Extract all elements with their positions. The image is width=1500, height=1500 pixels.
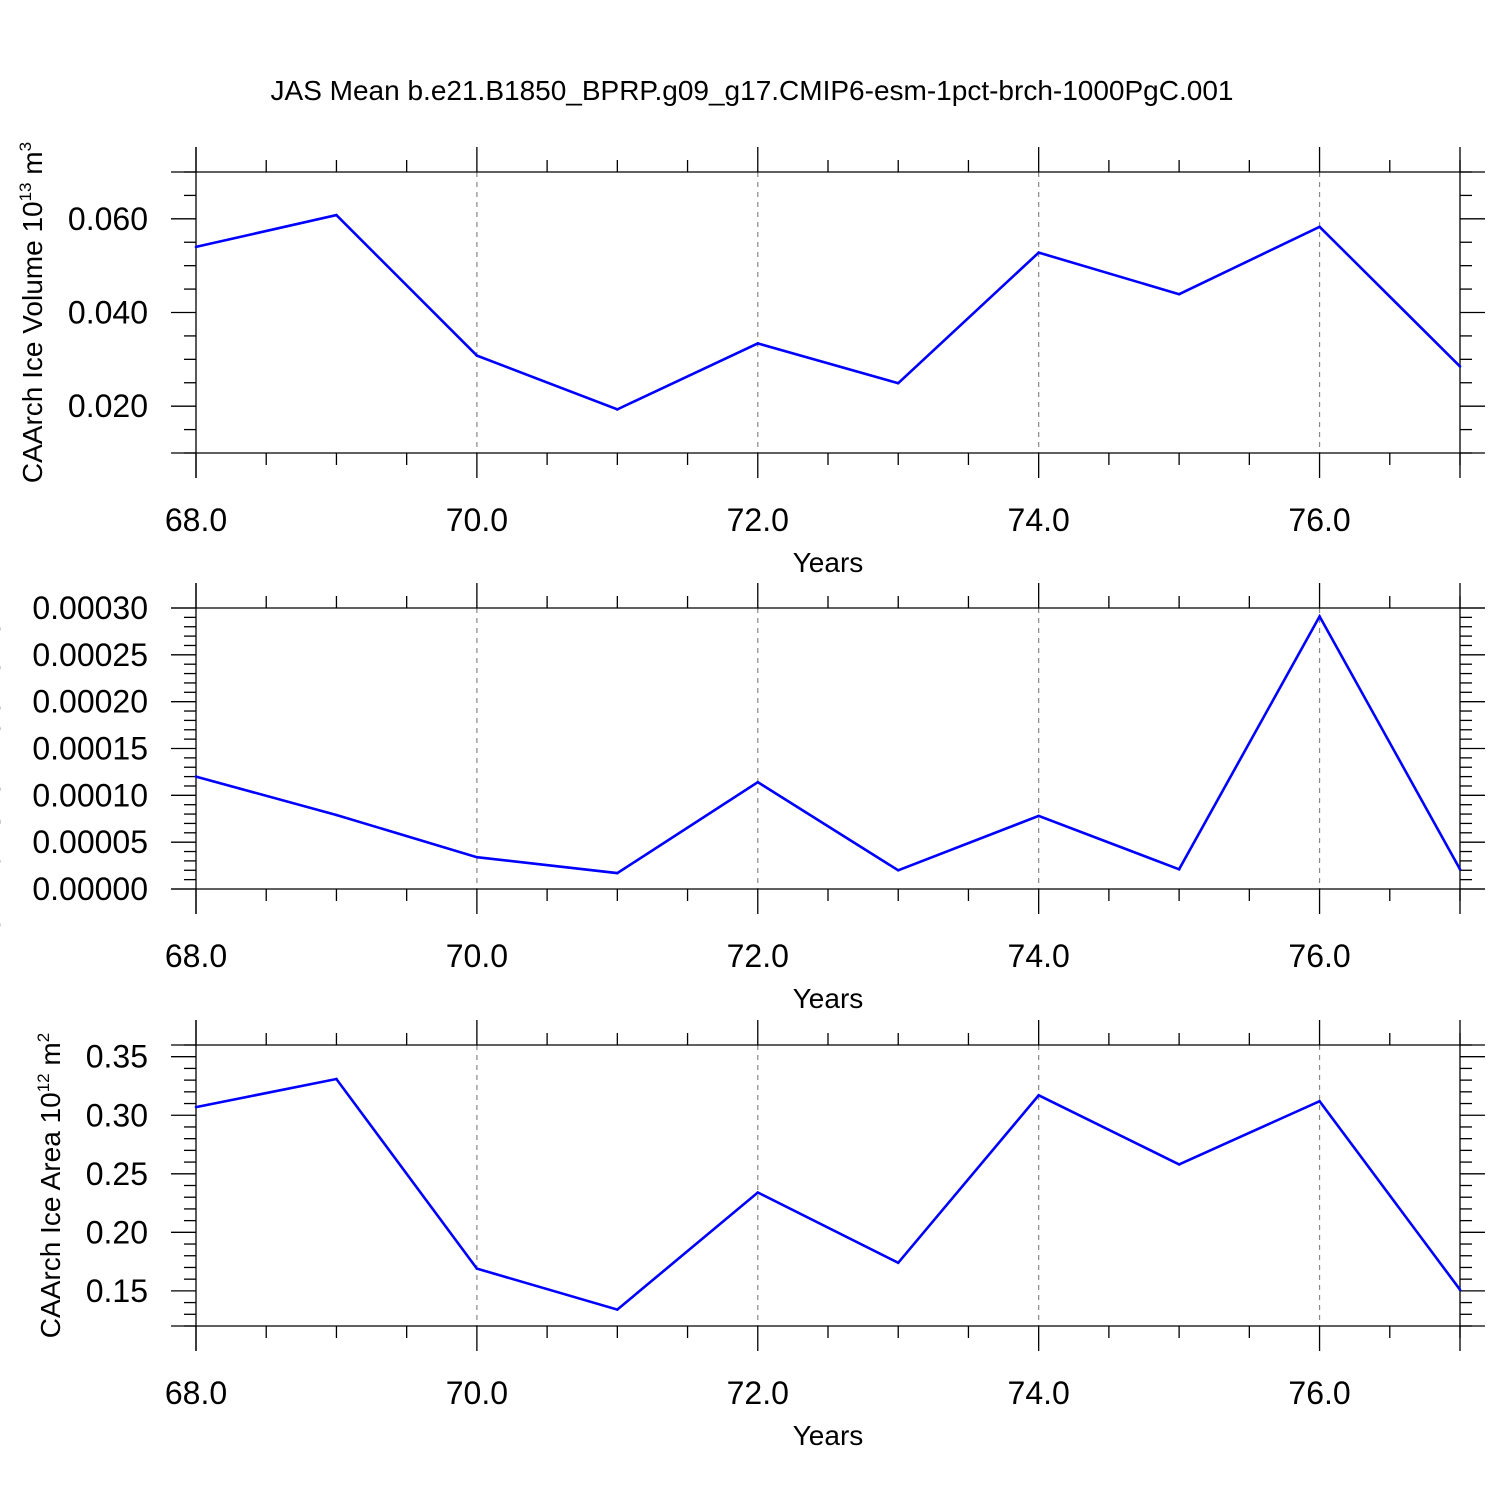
data-point — [896, 1261, 900, 1265]
y-tick-label: 0.00010 — [32, 777, 148, 813]
data-point — [1177, 292, 1181, 296]
y-axis-label-exponent: 13 — [16, 182, 35, 201]
y-tick-label: 0.00020 — [32, 684, 148, 720]
data-point — [1037, 814, 1040, 818]
data-point — [756, 342, 760, 345]
data-point — [1037, 251, 1040, 254]
x-axis-label: Years — [793, 547, 864, 578]
chart-panel-1: 68.0 70.0 72.0 74.0 76.0 0.020 0.040 0.060 Years… — [16, 142, 1485, 578]
y-axis-label: CAArch Ice Volume 1013 m3 — [16, 142, 48, 483]
x-tick-label: 76.0 — [1288, 938, 1350, 974]
data-point — [1318, 225, 1321, 229]
x-tick-label: 74.0 — [1008, 938, 1070, 974]
chart-panel-2: 68.0 70.0 72.0 74.0 76.0 0.00000 0.00005 0.0001… — [0, 562, 1485, 1014]
x-tick-label: 74.0 — [1008, 502, 1070, 538]
figure-title: JAS Mean b.e21.B1850_BPRP.g09_g17.CMIP6-… — [271, 75, 1234, 106]
data-point — [335, 1077, 338, 1081]
data-series-line — [195, 613, 1462, 875]
y-tick-label: 0.25 — [86, 1156, 148, 1192]
x-tick-label: 70.0 — [446, 502, 508, 538]
chart-panel-3: 68.0 70.0 72.0 74.0 76.0 0.15 0.20 0.25 0.30 0.35… — [34, 1020, 1485, 1451]
data-point — [756, 1191, 760, 1194]
y-tick-label: 0.040 — [68, 295, 148, 331]
chart-panels: 68.0 70.0 72.0 74.0 76.0 0.020 0.040 0.060 Years… — [0, 142, 1485, 1451]
y-tick-label: 0.00005 — [32, 824, 148, 860]
x-tick-label: 72.0 — [727, 502, 789, 538]
data-point — [616, 408, 619, 411]
y-axis-label-text: CAArch Snow Volume 10 — [0, 621, 6, 935]
data-point — [1318, 615, 1321, 618]
data-point — [1458, 868, 1462, 871]
data-point — [1458, 1288, 1462, 1292]
y-tick-label: 0.020 — [68, 388, 148, 424]
y-axis-label-unit-exponent: 3 — [16, 142, 35, 151]
y-axis-label-exponent: 12 — [34, 1073, 53, 1092]
x-tick-label: 68.0 — [165, 502, 227, 538]
y-tick-label: 0.060 — [68, 201, 148, 237]
data-point — [335, 213, 338, 217]
data-point — [194, 775, 198, 778]
y-axis-label: CAArch Snow Volume 1013 m3 — [0, 562, 6, 936]
y-tick-label: 0.00030 — [32, 590, 148, 626]
y-axis-label-unit: m — [0, 571, 6, 602]
data-point — [616, 1308, 619, 1311]
data-point — [756, 780, 760, 784]
data-series-line — [195, 213, 1461, 411]
data-series-line — [195, 1077, 1462, 1312]
data-point — [1177, 868, 1181, 871]
x-tick-label: 76.0 — [1288, 1375, 1350, 1411]
data-point — [896, 868, 900, 872]
y-axis-label: CAArch Ice Area 1012 m2 — [34, 1033, 66, 1338]
data-point — [194, 1105, 198, 1109]
data-point — [335, 813, 338, 817]
data-point — [1318, 1099, 1321, 1103]
x-tick-label: 70.0 — [446, 1375, 508, 1411]
y-axis-label-unit: m — [17, 151, 48, 182]
data-point — [896, 381, 900, 385]
data-point — [1458, 365, 1462, 368]
y-tick-label: 0.00000 — [32, 871, 148, 907]
data-point — [1177, 1163, 1181, 1166]
x-tick-label: 72.0 — [727, 1375, 789, 1411]
y-axis-label-text: CAArch Ice Area 10 — [35, 1092, 66, 1338]
y-axis-label-unit-exponent: 2 — [34, 1033, 53, 1042]
data-point — [475, 1267, 479, 1270]
x-tick-label: 68.0 — [165, 1375, 227, 1411]
x-tick-label: 70.0 — [446, 938, 508, 974]
data-point — [475, 354, 479, 357]
y-tick-label: 0.30 — [86, 1097, 148, 1133]
x-tick-label: 76.0 — [1288, 502, 1350, 538]
x-tick-label: 74.0 — [1008, 1375, 1070, 1411]
data-point — [1037, 1094, 1040, 1097]
data-point — [475, 855, 479, 859]
x-axis-label: Years — [793, 1420, 864, 1451]
y-tick-label: 0.15 — [86, 1273, 148, 1309]
data-point — [616, 871, 619, 875]
y-tick-label: 0.35 — [86, 1039, 148, 1075]
x-tick-label: 68.0 — [165, 938, 227, 974]
y-tick-label: 0.00025 — [32, 637, 148, 673]
x-tick-label: 72.0 — [727, 938, 789, 974]
y-tick-label: 0.00015 — [32, 731, 148, 767]
x-axis-label: Years — [793, 983, 864, 1014]
y-axis-label-text: CAArch Ice Volume 10 — [17, 201, 48, 483]
y-tick-label: 0.20 — [86, 1214, 148, 1250]
data-point — [194, 245, 198, 249]
y-axis-label-unit: m — [35, 1042, 66, 1073]
